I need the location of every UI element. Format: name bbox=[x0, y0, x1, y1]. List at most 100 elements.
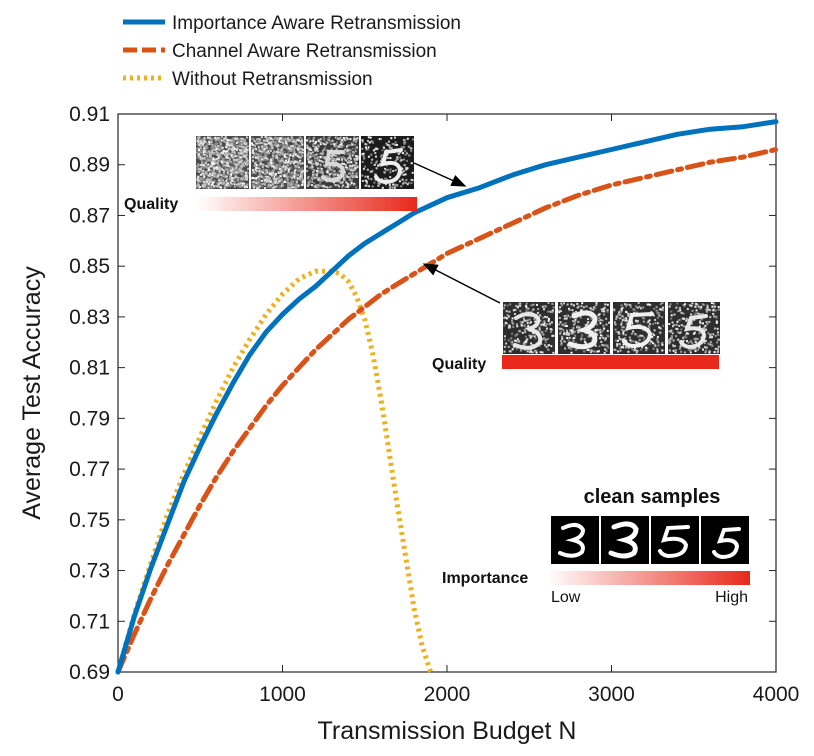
legend-label-without: Without Retransmission bbox=[172, 69, 373, 90]
noise-pixel bbox=[364, 165, 367, 168]
noise-pixel bbox=[630, 332, 633, 335]
noise-pixel bbox=[277, 172, 280, 174]
noise-pixel bbox=[223, 169, 226, 172]
noise-pixel bbox=[643, 336, 646, 339]
noise-pixel bbox=[278, 138, 281, 141]
noise-pixel bbox=[547, 302, 550, 304]
noise-pixel bbox=[216, 159, 219, 162]
noise-pixel bbox=[211, 158, 213, 161]
noise-pixel bbox=[550, 321, 553, 324]
noise-pixel bbox=[620, 309, 623, 312]
noise-pixel bbox=[210, 138, 213, 141]
noise-pixel bbox=[264, 171, 267, 173]
noise-pixel bbox=[212, 170, 215, 173]
noise-pixel bbox=[680, 311, 683, 314]
noise-pixel bbox=[590, 349, 593, 352]
noise-pixel bbox=[293, 151, 296, 154]
noise-pixel bbox=[344, 164, 347, 167]
noise-pixel bbox=[614, 323, 617, 326]
noise-pixel bbox=[252, 186, 255, 189]
noise-pixel bbox=[380, 155, 382, 158]
noise-pixel bbox=[237, 181, 240, 184]
quality-solid-bar bbox=[502, 355, 719, 369]
noise-pixel bbox=[350, 161, 353, 164]
y-tick-label: 0.73 bbox=[69, 560, 110, 583]
noise-pixel bbox=[702, 303, 705, 306]
noise-pixel bbox=[306, 177, 309, 180]
noise-pixel bbox=[334, 154, 337, 157]
noise-pixel bbox=[208, 143, 211, 145]
noise-pixel bbox=[295, 180, 298, 183]
noise-pixel bbox=[587, 318, 589, 321]
noise-pixel bbox=[348, 164, 351, 167]
noise-pixel bbox=[300, 177, 303, 180]
noise-pixel bbox=[630, 340, 633, 343]
noise-pixel bbox=[198, 136, 201, 139]
noise-pixel bbox=[205, 181, 207, 184]
noise-pixel bbox=[265, 164, 268, 167]
noise-pixel bbox=[525, 339, 528, 342]
noise-pixel bbox=[700, 306, 703, 308]
noise-pixel bbox=[206, 178, 209, 181]
noise-pixel bbox=[525, 327, 528, 330]
noise-pixel bbox=[552, 306, 555, 309]
noise-pixel bbox=[259, 141, 261, 144]
noise-pixel bbox=[275, 185, 278, 188]
noise-pixel bbox=[693, 313, 696, 316]
noise-pixel bbox=[257, 157, 259, 160]
noise-pixel bbox=[253, 154, 255, 156]
noise-pixel bbox=[582, 350, 585, 353]
noise-pixel bbox=[200, 171, 203, 174]
noise-pixel bbox=[203, 147, 206, 150]
noise-pixel bbox=[296, 168, 299, 171]
noise-pixel bbox=[210, 177, 213, 180]
noise-pixel bbox=[604, 348, 607, 351]
noise-pixel bbox=[668, 338, 671, 341]
noise-pixel bbox=[271, 154, 274, 157]
noise-pixel bbox=[511, 319, 513, 322]
noise-pixel bbox=[217, 138, 220, 141]
noise-pixel bbox=[353, 166, 356, 168]
noise-pixel bbox=[266, 150, 269, 153]
noise-pixel bbox=[259, 155, 262, 158]
noise-pixel bbox=[208, 178, 211, 181]
noise-pixel bbox=[335, 144, 337, 147]
noise-pixel bbox=[571, 330, 573, 333]
noise-pixel bbox=[199, 179, 201, 182]
noise-pixel bbox=[508, 350, 511, 353]
noise-pixel bbox=[717, 306, 720, 308]
noise-pixel bbox=[218, 165, 221, 168]
noise-pixel bbox=[546, 323, 548, 325]
noise-pixel bbox=[227, 165, 230, 168]
noise-pixel bbox=[349, 166, 351, 169]
noise-pixel bbox=[377, 182, 380, 185]
noise-pixel bbox=[677, 331, 680, 334]
noise-pixel bbox=[694, 340, 697, 343]
noise-pixel bbox=[306, 139, 309, 142]
noise-pixel bbox=[383, 171, 386, 173]
noise-pixel bbox=[565, 325, 568, 327]
noise-pixel bbox=[234, 155, 237, 158]
noise-pixel bbox=[597, 314, 600, 317]
digit-5-glyph bbox=[321, 150, 346, 183]
noise-pixel bbox=[362, 167, 365, 170]
noise-pixel bbox=[524, 335, 527, 338]
noise-pixel bbox=[275, 180, 278, 183]
noise-pixel bbox=[638, 338, 641, 341]
noise-pixel bbox=[265, 143, 268, 146]
noise-pixel bbox=[209, 174, 212, 177]
noise-pixel bbox=[207, 183, 210, 186]
noise-pixel bbox=[232, 158, 235, 161]
noise-pixel bbox=[229, 181, 232, 184]
noise-pixel bbox=[514, 334, 517, 337]
noise-pixel bbox=[291, 182, 294, 185]
noise-pixel bbox=[622, 343, 625, 346]
noise-pixel bbox=[289, 149, 292, 152]
noise-pixel bbox=[658, 314, 661, 317]
noise-pixel bbox=[219, 142, 222, 145]
x-tick-label: 0 bbox=[112, 683, 124, 706]
noise-pixel bbox=[241, 138, 244, 141]
noise-pixel bbox=[625, 339, 628, 342]
noise-pixel bbox=[260, 156, 263, 158]
noise-pixel bbox=[228, 180, 231, 183]
